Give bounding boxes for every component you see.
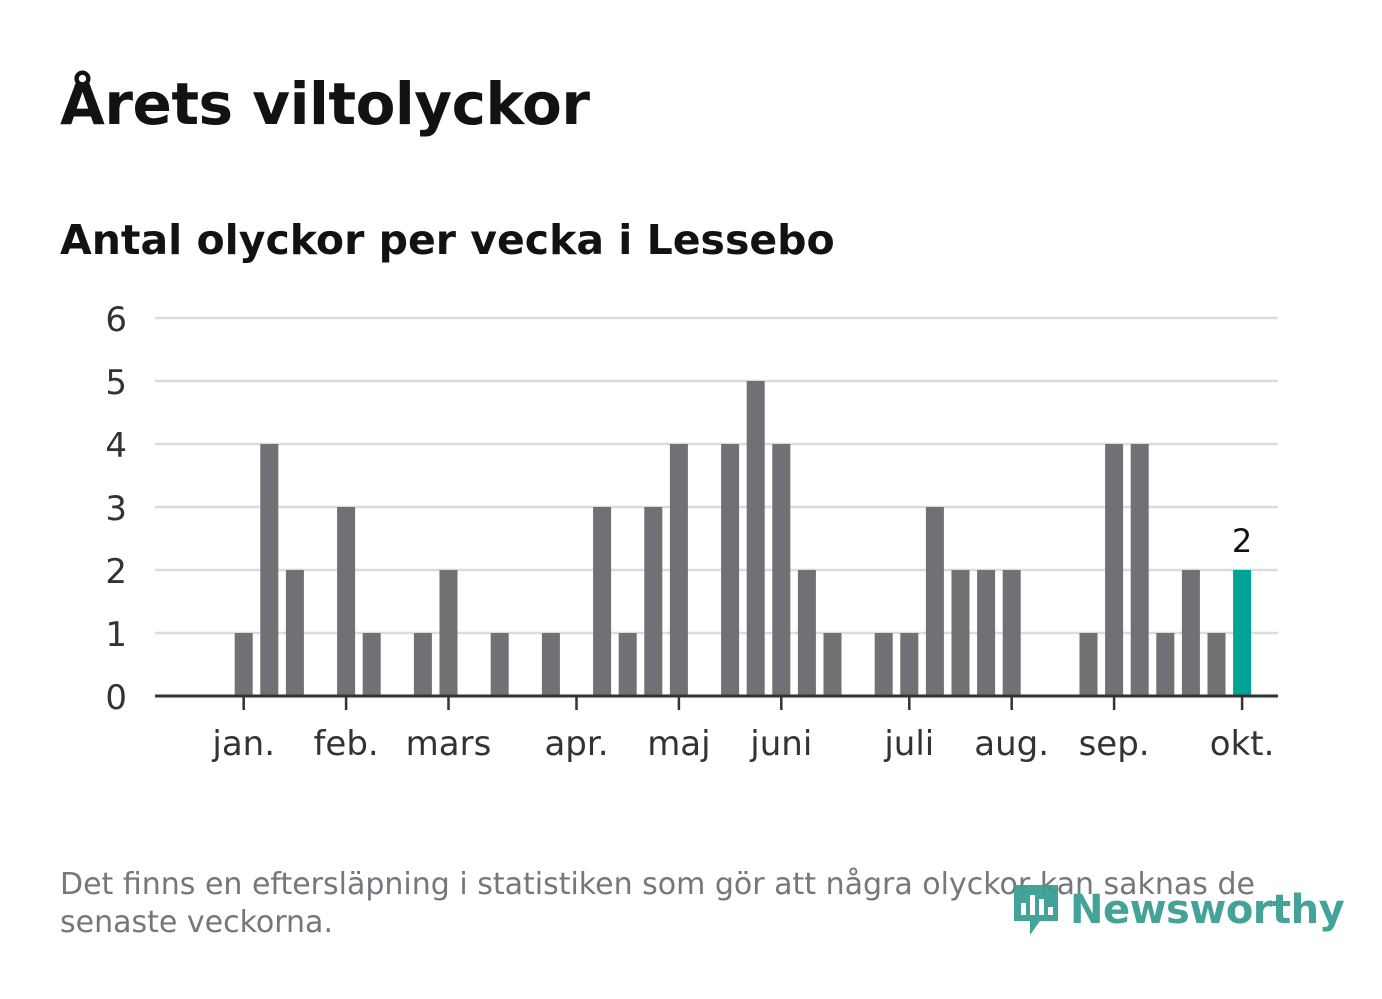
y-tick-label: 4 bbox=[105, 426, 127, 466]
bar bbox=[746, 381, 765, 696]
bar bbox=[593, 507, 612, 696]
bar bbox=[669, 444, 688, 696]
chart-title: Årets viltolyckor bbox=[60, 70, 590, 138]
y-tick-label: 0 bbox=[105, 678, 127, 718]
bar bbox=[1207, 633, 1226, 696]
bar bbox=[925, 507, 944, 696]
bar bbox=[362, 633, 381, 696]
y-tick-label: 2 bbox=[105, 552, 127, 592]
bar bbox=[644, 507, 663, 696]
x-tick-label: maj bbox=[647, 724, 710, 764]
bar-chart: 0 1 2 3 4 5 6 jan. feb. mars apr. maj juni juli aug. s… bbox=[105, 300, 1278, 764]
bar bbox=[234, 633, 253, 696]
bar bbox=[337, 507, 356, 696]
bar bbox=[260, 444, 279, 696]
bar bbox=[1002, 570, 1021, 696]
x-tick-label: juni bbox=[749, 724, 812, 764]
y-tick-label: 1 bbox=[105, 615, 127, 655]
y-tick-label: 3 bbox=[105, 489, 127, 529]
bar bbox=[797, 570, 816, 696]
newsworthy-logo: Newsworthy bbox=[1010, 880, 1345, 940]
bar bbox=[951, 570, 970, 696]
bar bbox=[823, 633, 842, 696]
bar bbox=[490, 633, 509, 696]
bar bbox=[618, 633, 637, 696]
bar bbox=[900, 633, 919, 696]
x-tick-label: jan. bbox=[211, 724, 275, 764]
x-tick-label: sep. bbox=[1079, 724, 1150, 764]
bar bbox=[977, 570, 996, 696]
x-axis-ticks: jan. feb. mars apr. maj juni juli aug. sep. okt. bbox=[211, 696, 1274, 764]
bar bbox=[285, 570, 304, 696]
x-tick-label: feb. bbox=[313, 724, 378, 764]
y-tick-label: 5 bbox=[105, 363, 127, 403]
newsworthy-chart-icon bbox=[1014, 885, 1058, 935]
bar-highlight bbox=[1233, 570, 1252, 696]
bar bbox=[1156, 633, 1175, 696]
y-tick-label: 6 bbox=[105, 300, 127, 340]
bar bbox=[772, 444, 791, 696]
data-label: 2 bbox=[1232, 522, 1252, 560]
bar bbox=[874, 633, 893, 696]
data-labels: 2 bbox=[1232, 522, 1252, 560]
bars bbox=[234, 381, 1252, 696]
bar bbox=[413, 633, 432, 696]
bar bbox=[1181, 570, 1200, 696]
x-tick-label: juli bbox=[883, 724, 934, 764]
bar bbox=[1130, 444, 1149, 696]
bar bbox=[721, 444, 740, 696]
chart-subtitle: Antal olyckor per vecka i Lessebo bbox=[60, 216, 835, 264]
x-tick-label: aug. bbox=[974, 724, 1049, 764]
y-axis-ticks: 0 1 2 3 4 5 6 bbox=[105, 300, 127, 718]
bar bbox=[541, 633, 560, 696]
bar bbox=[1079, 633, 1098, 696]
footnote: Det finns en eftersläpning i statistiken… bbox=[60, 867, 1255, 940]
x-tick-label: mars bbox=[406, 724, 492, 764]
x-tick-label: apr. bbox=[544, 724, 608, 764]
bar bbox=[1105, 444, 1124, 696]
x-tick-label: okt. bbox=[1210, 724, 1275, 764]
logo-text: Newsworthy bbox=[1070, 887, 1345, 933]
bar bbox=[439, 570, 458, 696]
